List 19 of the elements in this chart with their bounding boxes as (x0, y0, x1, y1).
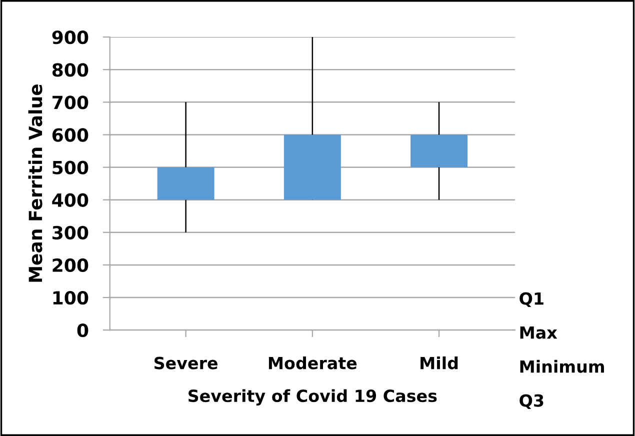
y-axis-title: Mean Ferritin Value (28, 84, 42, 282)
y-tick-label: 500 (52, 160, 88, 174)
y-tick-label: 400 (52, 193, 88, 207)
y-tick-label: 800 (52, 63, 88, 77)
text: Q1 (520, 292, 544, 308)
x-tick-label: Severe (154, 356, 218, 370)
y-tick-label: 200 (52, 258, 88, 272)
x-tick-label: Mild (420, 356, 458, 370)
y-tick-label: 100 (53, 290, 88, 305)
text: Max (520, 326, 558, 339)
y-tick-label: 0 (77, 324, 88, 338)
y-tick-label: 900 (52, 30, 88, 44)
x-axis-title: Severity of Covid 19 Cases (188, 389, 437, 406)
y-tick-label: 700 (52, 96, 88, 110)
y-tick-label: 300 (52, 226, 88, 240)
text: Minimum (520, 360, 604, 373)
y-tick-label: 600 (52, 128, 88, 142)
x-tick-label: Moderate (268, 356, 357, 370)
text: Q3 (520, 394, 544, 410)
